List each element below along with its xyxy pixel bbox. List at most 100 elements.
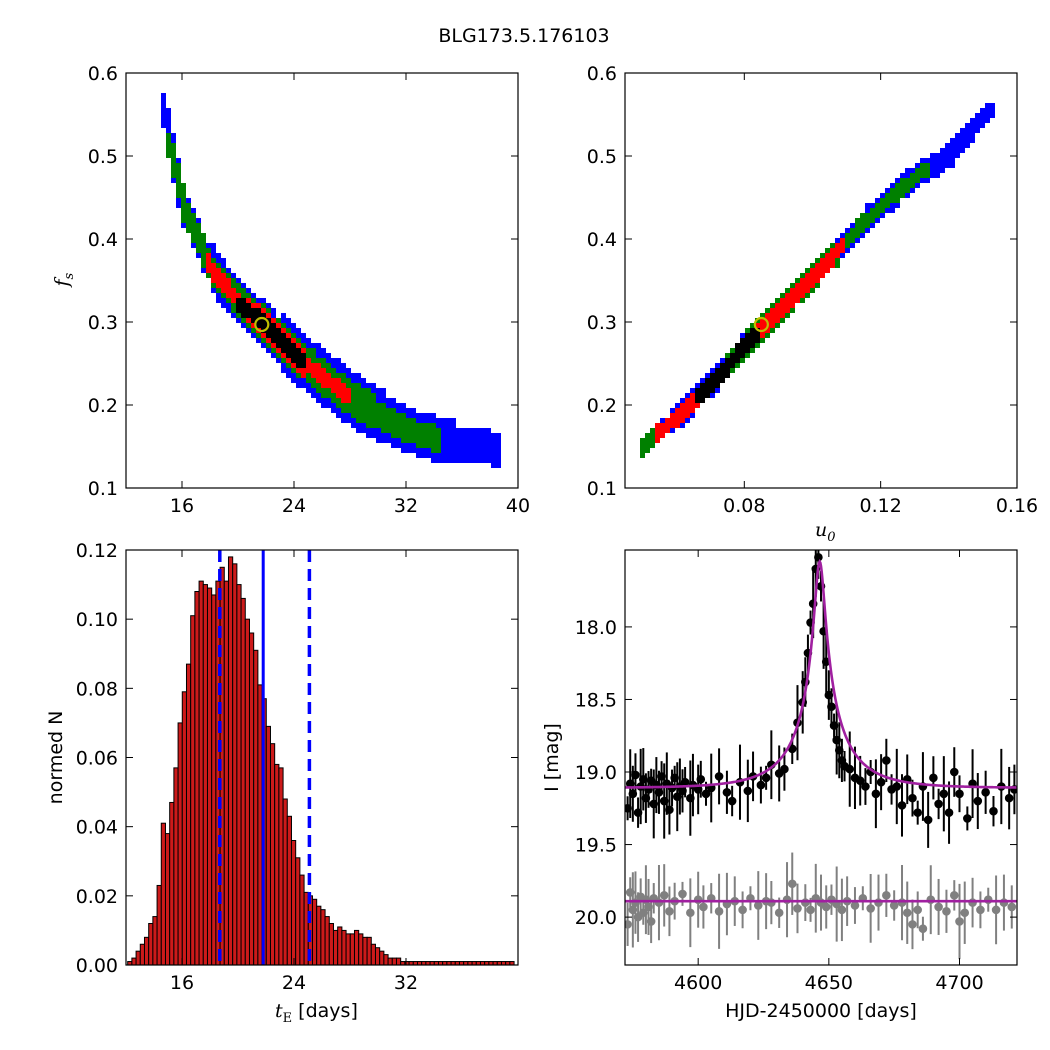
likelihood-cell-2-sigma (206, 248, 211, 253)
likelihood-cell-3-sigma (930, 163, 935, 168)
likelihood-cell-1-sigma (256, 303, 261, 308)
likelihood-cell-core (296, 353, 301, 358)
likelihood-cell-3-sigma (481, 448, 486, 453)
likelihood-cell-1-sigma (660, 423, 665, 428)
likelihood-cell-3-sigma (710, 393, 715, 398)
likelihood-cell-2-sigma (391, 418, 396, 423)
likelihood-cell-3-sigma (875, 218, 880, 223)
likelihood-cell-2-sigma (391, 423, 396, 428)
histogram-bar (148, 923, 154, 966)
likelihood-cell-2-sigma (371, 423, 376, 428)
likelihood-cell-3-sigma (411, 408, 416, 413)
likelihood-cell-3-sigma (441, 458, 446, 463)
likelihood-cell-1-sigma (660, 428, 665, 433)
likelihood-cell-2-sigma (645, 443, 650, 448)
likelihood-cell-1-sigma (271, 343, 276, 348)
likelihood-cell-1-sigma (840, 248, 845, 253)
data-point (646, 917, 656, 926)
likelihood-cell-3-sigma (221, 263, 226, 268)
likelihood-cell-3-sigma (386, 403, 391, 408)
likelihood-cell-core (281, 338, 286, 343)
likelihood-cell-2-sigma (176, 163, 181, 168)
likelihood-cell-3-sigma (441, 443, 446, 448)
likelihood-cell-core (256, 323, 261, 328)
likelihood-cell-2-sigma (775, 323, 780, 328)
likelihood-cell-3-sigma (945, 158, 950, 163)
likelihood-cell-1-sigma (805, 278, 810, 283)
likelihood-cell-2-sigma (361, 393, 366, 398)
data-point (680, 777, 690, 787)
histogram-bar (131, 957, 137, 966)
likelihood-cell-3-sigma (960, 138, 965, 143)
likelihood-cell-3-sigma (496, 463, 501, 468)
likelihood-cell-3-sigma (286, 368, 291, 373)
likelihood-cell-3-sigma (870, 203, 875, 208)
likelihood-cell-3-sigma (321, 403, 326, 408)
likelihood-cell-2-sigma (166, 148, 171, 153)
data-point (923, 815, 933, 825)
likelihood-cell-2-sigma (371, 393, 376, 398)
likelihood-cell-3-sigma (476, 448, 481, 453)
likelihood-cell-2-sigma (815, 258, 820, 263)
likelihood-cell-2-sigma (326, 363, 331, 368)
likelihood-cell-1-sigma (301, 348, 306, 353)
y-tick-label: 0.2 (587, 395, 617, 417)
likelihood-cell-2-sigma (366, 403, 371, 408)
likelihood-cell-1-sigma (321, 383, 326, 388)
data-point (659, 891, 669, 900)
likelihood-cell-3-sigma (920, 178, 925, 183)
x-axis-label: HJD-2450000 [days] (725, 1000, 917, 1022)
likelihood-cell-2-sigma (171, 158, 176, 163)
likelihood-cell-2-sigma (306, 378, 311, 383)
likelihood-cell-1-sigma (341, 388, 346, 393)
likelihood-cell-3-sigma (281, 363, 286, 368)
likelihood-cell-1-sigma (780, 313, 785, 318)
likelihood-cell-core (725, 373, 730, 378)
likelihood-cell-3-sigma (231, 313, 236, 318)
data-point (918, 924, 928, 934)
likelihood-cell-1-sigma (231, 288, 236, 293)
likelihood-cell-3-sigma (386, 433, 391, 438)
likelihood-cell-1-sigma (675, 418, 680, 423)
data-point (989, 806, 998, 816)
y-axis-label: I [mag] (541, 723, 563, 792)
likelihood-cell-3-sigma (985, 118, 990, 123)
likelihood-cell-1-sigma (216, 283, 221, 288)
likelihood-cell-3-sigma (456, 453, 461, 458)
likelihood-cell-2-sigma (386, 408, 391, 413)
likelihood-cell-core (755, 338, 760, 343)
likelihood-cell-3-sigma (945, 148, 950, 153)
likelihood-cell-2-sigma (171, 168, 176, 173)
likelihood-cell-1-sigma (665, 423, 670, 428)
likelihood-cell-2-sigma (416, 423, 421, 428)
likelihood-cell-3-sigma (496, 448, 501, 453)
histogram-bar (387, 957, 393, 966)
likelihood-cell-2-sigma (376, 408, 381, 413)
likelihood-cell-core (710, 388, 715, 393)
likelihood-cell-3-sigma (486, 458, 491, 463)
likelihood-cell-1-sigma (246, 318, 251, 323)
likelihood-cell-3-sigma (401, 448, 406, 453)
likelihood-cell-2-sigma (421, 443, 426, 448)
likelihood-cell-2-sigma (765, 308, 770, 313)
likelihood-cell-2-sigma (371, 413, 376, 418)
likelihood-cell-3-sigma (356, 378, 361, 383)
likelihood-cell-2-sigma (191, 213, 196, 218)
likelihood-cell-3-sigma (685, 418, 690, 423)
likelihood-cell-2-sigma (356, 413, 361, 418)
likelihood-cell-3-sigma (226, 303, 231, 308)
likelihood-cell-3-sigma (700, 378, 705, 383)
likelihood-cell-2-sigma (356, 393, 361, 398)
y-tick-label: 0.6 (587, 63, 617, 85)
likelihood-cell-1-sigma (206, 268, 211, 273)
likelihood-cell-3-sigma (955, 138, 960, 143)
likelihood-cell-3-sigma (975, 128, 980, 133)
likelihood-cell-2-sigma (920, 173, 925, 178)
likelihood-cell-1-sigma (835, 248, 840, 253)
likelihood-cell-core (750, 328, 755, 333)
likelihood-cell-1-sigma (765, 313, 770, 318)
data-point (855, 776, 865, 786)
likelihood-cell-core (261, 313, 266, 318)
likelihood-cell-2-sigma (640, 448, 645, 453)
data-point (678, 889, 687, 899)
